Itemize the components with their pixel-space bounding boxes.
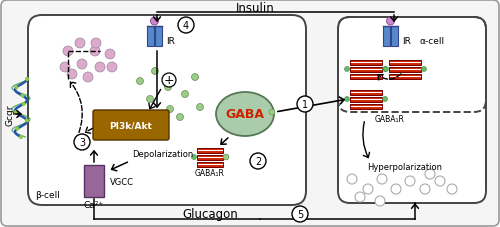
FancyBboxPatch shape: [93, 111, 169, 140]
Text: VGCC: VGCC: [110, 178, 134, 187]
Circle shape: [344, 67, 350, 72]
Circle shape: [25, 78, 29, 82]
Text: PI3k/Akt: PI3k/Akt: [110, 121, 152, 130]
Circle shape: [425, 169, 435, 179]
Text: GABA: GABA: [226, 108, 264, 121]
Circle shape: [269, 109, 275, 116]
Text: 2: 2: [255, 156, 261, 166]
Circle shape: [224, 155, 228, 160]
Circle shape: [192, 155, 196, 160]
Text: 1: 1: [302, 100, 308, 109]
Circle shape: [150, 18, 158, 26]
Bar: [197, 148, 223, 153]
Text: Gcgr: Gcgr: [6, 104, 15, 125]
Text: Insulin: Insulin: [236, 2, 275, 15]
Text: Glucagon: Glucagon: [182, 207, 238, 220]
Text: IR: IR: [402, 36, 411, 45]
Circle shape: [384, 67, 388, 72]
Text: 5: 5: [297, 209, 303, 219]
Circle shape: [67, 70, 77, 80]
Bar: [350, 90, 382, 95]
Circle shape: [83, 73, 93, 83]
Circle shape: [223, 154, 229, 160]
Text: β-cell: β-cell: [35, 191, 60, 200]
Circle shape: [375, 196, 385, 206]
Bar: [350, 97, 382, 102]
Circle shape: [74, 134, 90, 150]
Bar: [147, 27, 154, 47]
Circle shape: [14, 86, 18, 90]
Circle shape: [363, 184, 373, 194]
Text: IR: IR: [166, 36, 175, 45]
Circle shape: [166, 106, 173, 113]
Circle shape: [25, 119, 29, 123]
Circle shape: [196, 104, 203, 111]
Circle shape: [422, 67, 426, 72]
Text: Ca²⁺: Ca²⁺: [84, 201, 104, 210]
Text: GABA₁R: GABA₁R: [375, 115, 405, 124]
Circle shape: [382, 67, 388, 72]
Text: +: +: [164, 74, 174, 87]
Circle shape: [420, 184, 430, 194]
Circle shape: [146, 96, 154, 103]
Circle shape: [105, 50, 115, 60]
Circle shape: [164, 84, 172, 91]
Circle shape: [95, 63, 105, 73]
Bar: [350, 67, 382, 72]
Circle shape: [447, 184, 457, 194]
Bar: [350, 104, 382, 109]
Bar: [389, 67, 421, 72]
Text: Hyperpolarization: Hyperpolarization: [368, 163, 442, 172]
Circle shape: [382, 97, 388, 102]
Circle shape: [391, 184, 401, 194]
Circle shape: [19, 135, 23, 139]
Circle shape: [347, 174, 357, 184]
Circle shape: [344, 97, 350, 102]
Text: α-cell: α-cell: [420, 36, 445, 45]
Circle shape: [192, 74, 198, 81]
Bar: [197, 162, 223, 167]
Circle shape: [250, 153, 266, 169]
Text: 3: 3: [79, 137, 85, 147]
Bar: [391, 27, 398, 47]
Bar: [389, 60, 421, 65]
Circle shape: [77, 60, 87, 70]
Circle shape: [136, 78, 143, 85]
Text: ⊕: ⊕: [168, 80, 170, 81]
Circle shape: [292, 206, 308, 222]
Text: Depolarization: Depolarization: [132, 150, 194, 159]
Circle shape: [14, 111, 18, 115]
Circle shape: [386, 18, 394, 26]
Bar: [197, 155, 223, 160]
FancyBboxPatch shape: [28, 16, 306, 205]
Text: 4: 4: [183, 21, 189, 31]
Bar: [383, 27, 390, 47]
Circle shape: [182, 91, 188, 98]
Circle shape: [63, 47, 73, 57]
Circle shape: [20, 94, 24, 98]
Text: GABA₁R: GABA₁R: [195, 169, 225, 178]
Circle shape: [90, 47, 100, 57]
Circle shape: [152, 68, 158, 75]
Circle shape: [107, 63, 117, 73]
Circle shape: [22, 102, 26, 106]
Bar: [350, 60, 382, 65]
Circle shape: [405, 176, 415, 186]
Circle shape: [91, 39, 101, 49]
Circle shape: [16, 127, 20, 131]
Circle shape: [355, 192, 365, 202]
Circle shape: [75, 39, 85, 49]
Bar: [389, 74, 421, 79]
Ellipse shape: [216, 93, 274, 136]
Circle shape: [162, 74, 176, 88]
Circle shape: [297, 96, 313, 113]
Bar: [350, 74, 382, 79]
Circle shape: [176, 114, 184, 121]
Circle shape: [60, 63, 70, 73]
Bar: [84, 165, 104, 197]
Bar: [155, 27, 162, 47]
FancyBboxPatch shape: [338, 18, 486, 203]
Circle shape: [435, 176, 445, 186]
Circle shape: [377, 174, 387, 184]
